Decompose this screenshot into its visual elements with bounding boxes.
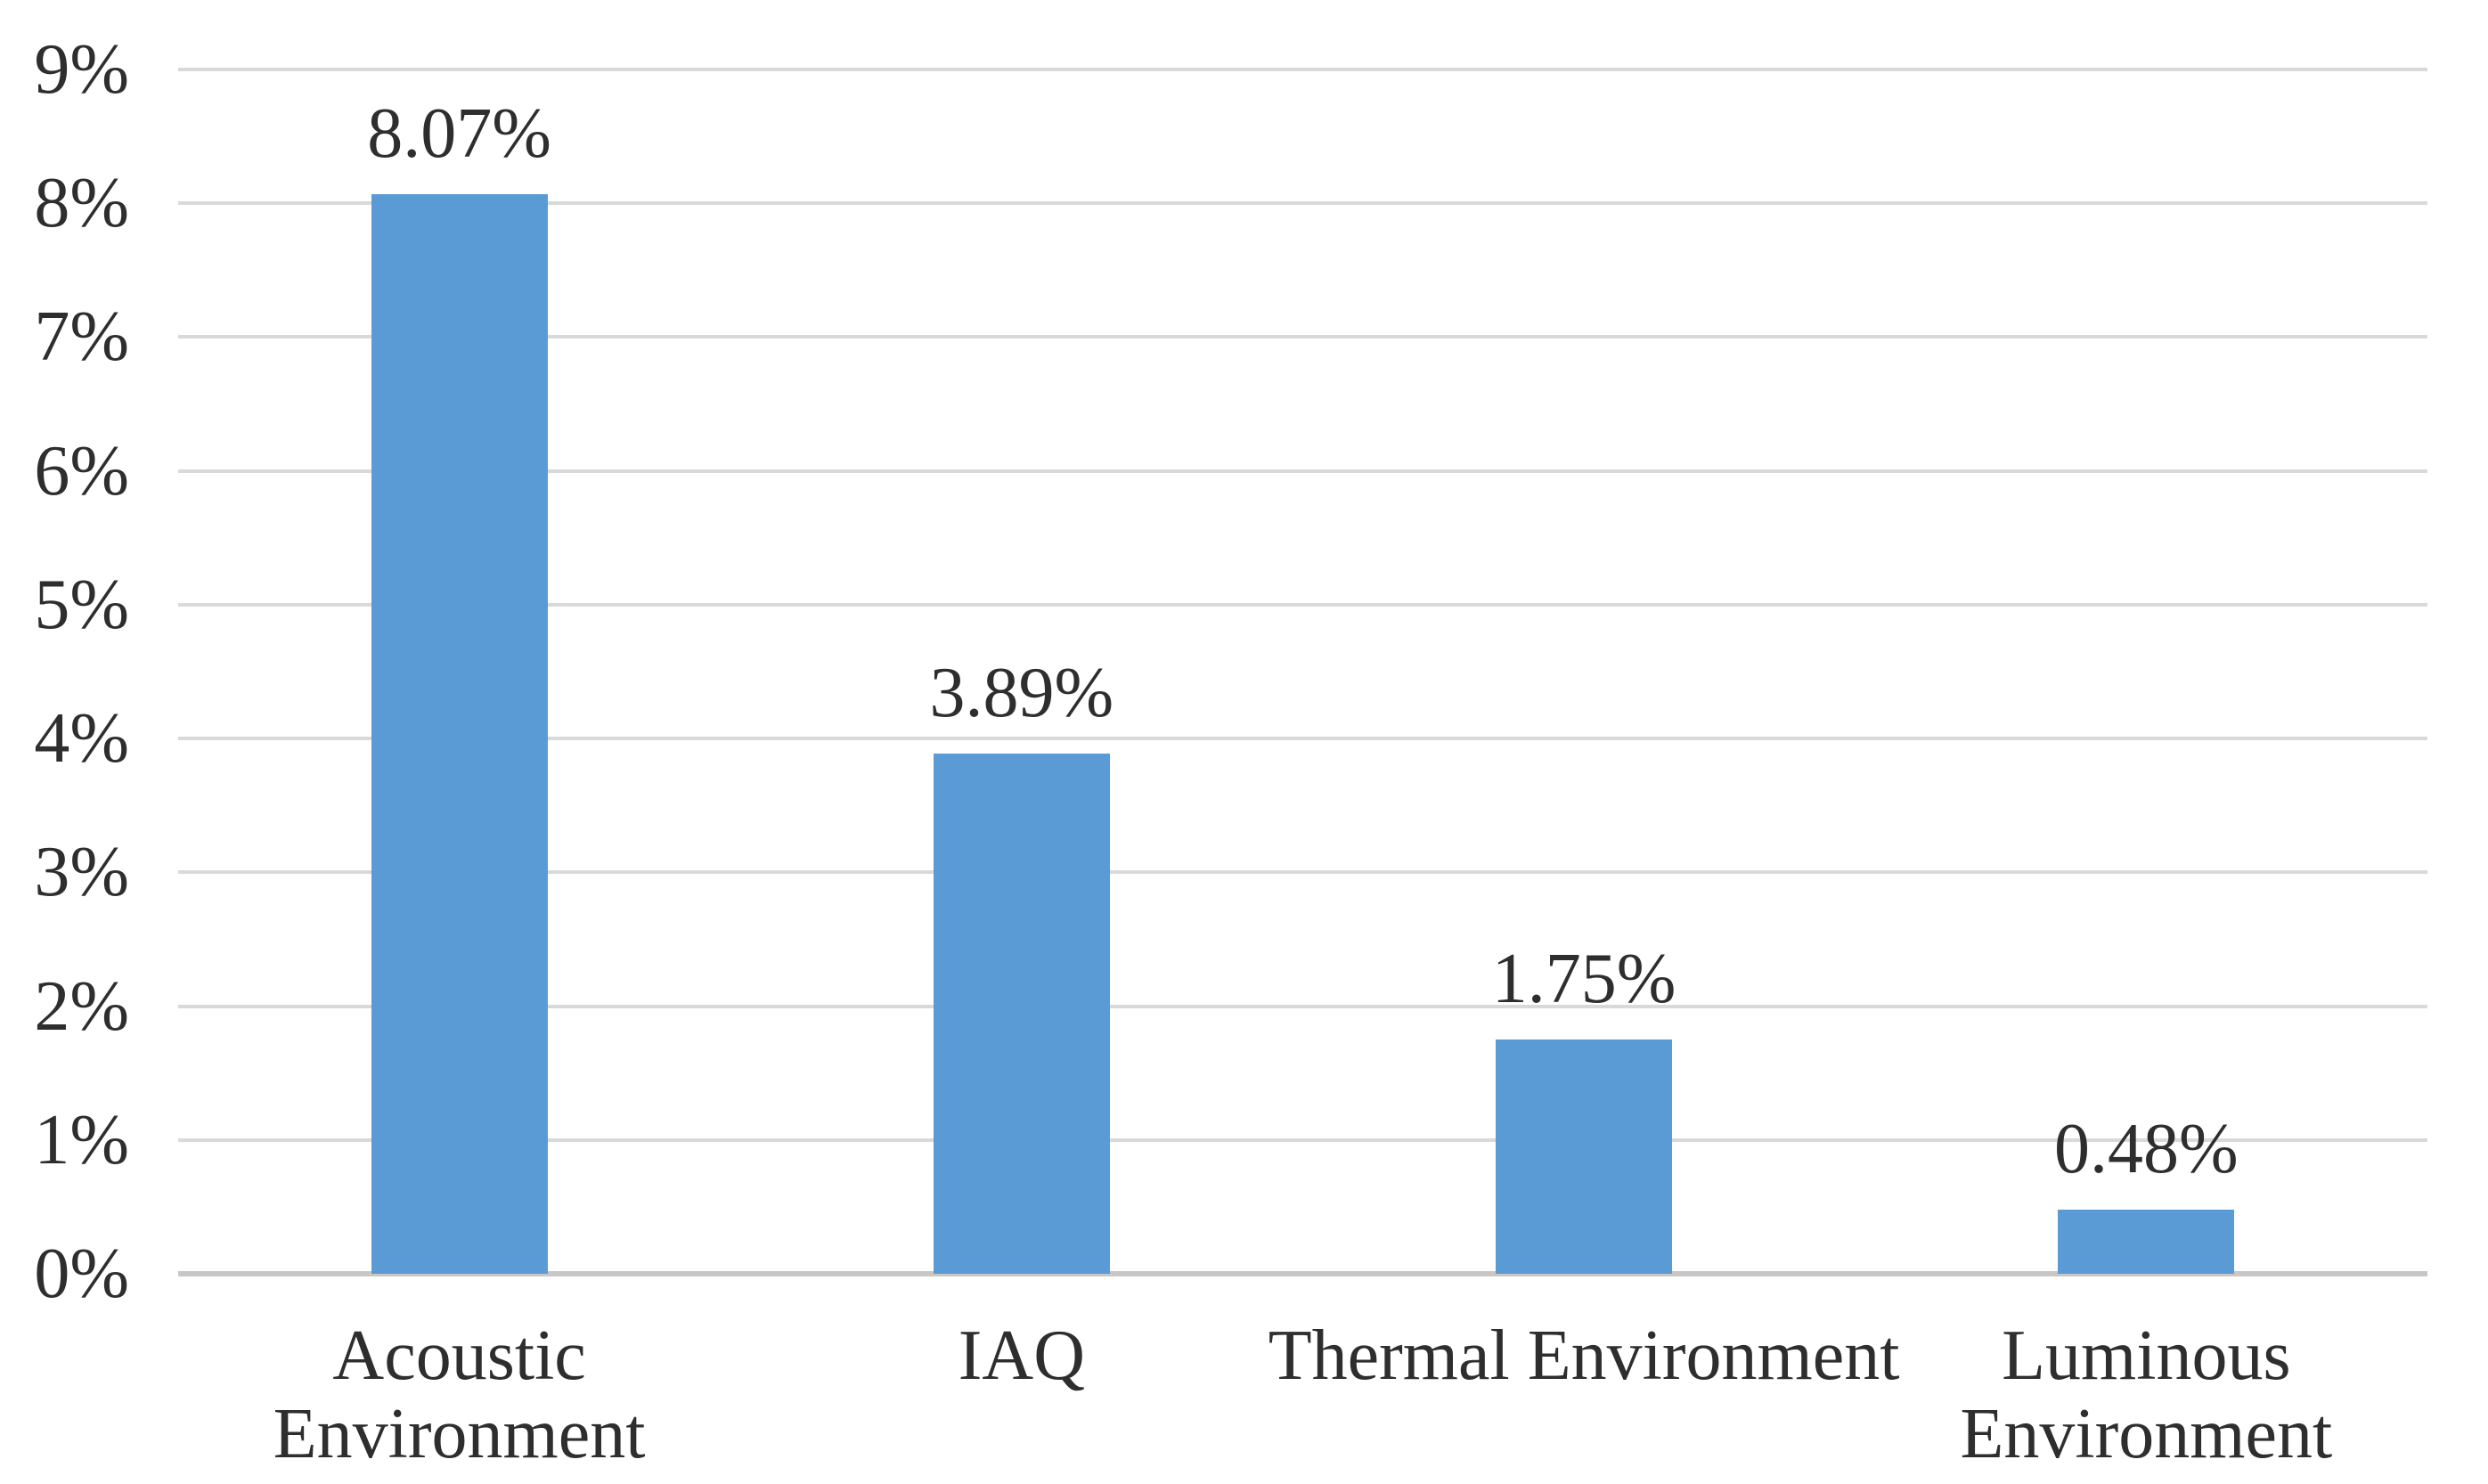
x-category-label-line: Environment bbox=[1960, 1395, 2333, 1473]
gridline-1pct bbox=[178, 1137, 2427, 1142]
bar-value-label-acoustic-environment: 8.07% bbox=[367, 94, 551, 173]
y-tick-label-8pct: 8% bbox=[34, 164, 129, 243]
gridline-6pct bbox=[178, 469, 2427, 473]
bar-value-label-iaq: 3.89% bbox=[929, 653, 1114, 732]
bar-iaq bbox=[933, 753, 1110, 1274]
bar-value-label-luminous-environment: 0.48% bbox=[2054, 1109, 2239, 1188]
gridline-4pct bbox=[178, 737, 2427, 741]
x-category-label-line: Thermal Environment bbox=[1268, 1317, 1900, 1395]
gridline-2pct bbox=[178, 1004, 2427, 1008]
y-tick-label-0pct: 0% bbox=[34, 1235, 129, 1313]
y-tick-label-9pct: 9% bbox=[34, 30, 129, 109]
y-tick-label-7pct: 7% bbox=[34, 298, 129, 377]
x-category-label-line: Luminous bbox=[2002, 1317, 2291, 1395]
y-tick-label-5pct: 5% bbox=[34, 565, 129, 644]
gridline-5pct bbox=[178, 602, 2427, 607]
y-tick-label-4pct: 4% bbox=[34, 699, 129, 779]
y-tick-label-3pct: 3% bbox=[34, 833, 129, 912]
gridline-3pct bbox=[178, 870, 2427, 875]
x-axis-line bbox=[178, 1271, 2427, 1276]
bar-luminous-environment bbox=[2058, 1209, 2235, 1274]
x-category-label-iaq: IAQ bbox=[958, 1317, 1085, 1395]
x-category-label-thermal-environment: Thermal Environment bbox=[1268, 1317, 1900, 1395]
gridline-8pct bbox=[178, 201, 2427, 206]
gridline-9pct bbox=[178, 68, 2427, 71]
x-category-label-acoustic-environment: Acoustic Environment bbox=[273, 1317, 646, 1473]
bar-thermal-environment bbox=[1496, 1040, 1673, 1274]
bar-value-label-thermal-environment: 1.75% bbox=[1491, 940, 1676, 1019]
y-tick-label-2pct: 2% bbox=[34, 966, 129, 1046]
y-tick-label-6pct: 6% bbox=[34, 431, 129, 510]
x-category-label-line: Acoustic bbox=[332, 1317, 586, 1395]
x-category-label-line: IAQ bbox=[958, 1317, 1085, 1395]
x-category-label-line: Environment bbox=[273, 1395, 646, 1473]
gridline-7pct bbox=[178, 335, 2427, 339]
y-tick-label-1pct: 1% bbox=[34, 1100, 129, 1179]
bar-acoustic-environment bbox=[371, 193, 548, 1274]
x-category-label-luminous-environment: Luminous Environment bbox=[1961, 1317, 2333, 1473]
